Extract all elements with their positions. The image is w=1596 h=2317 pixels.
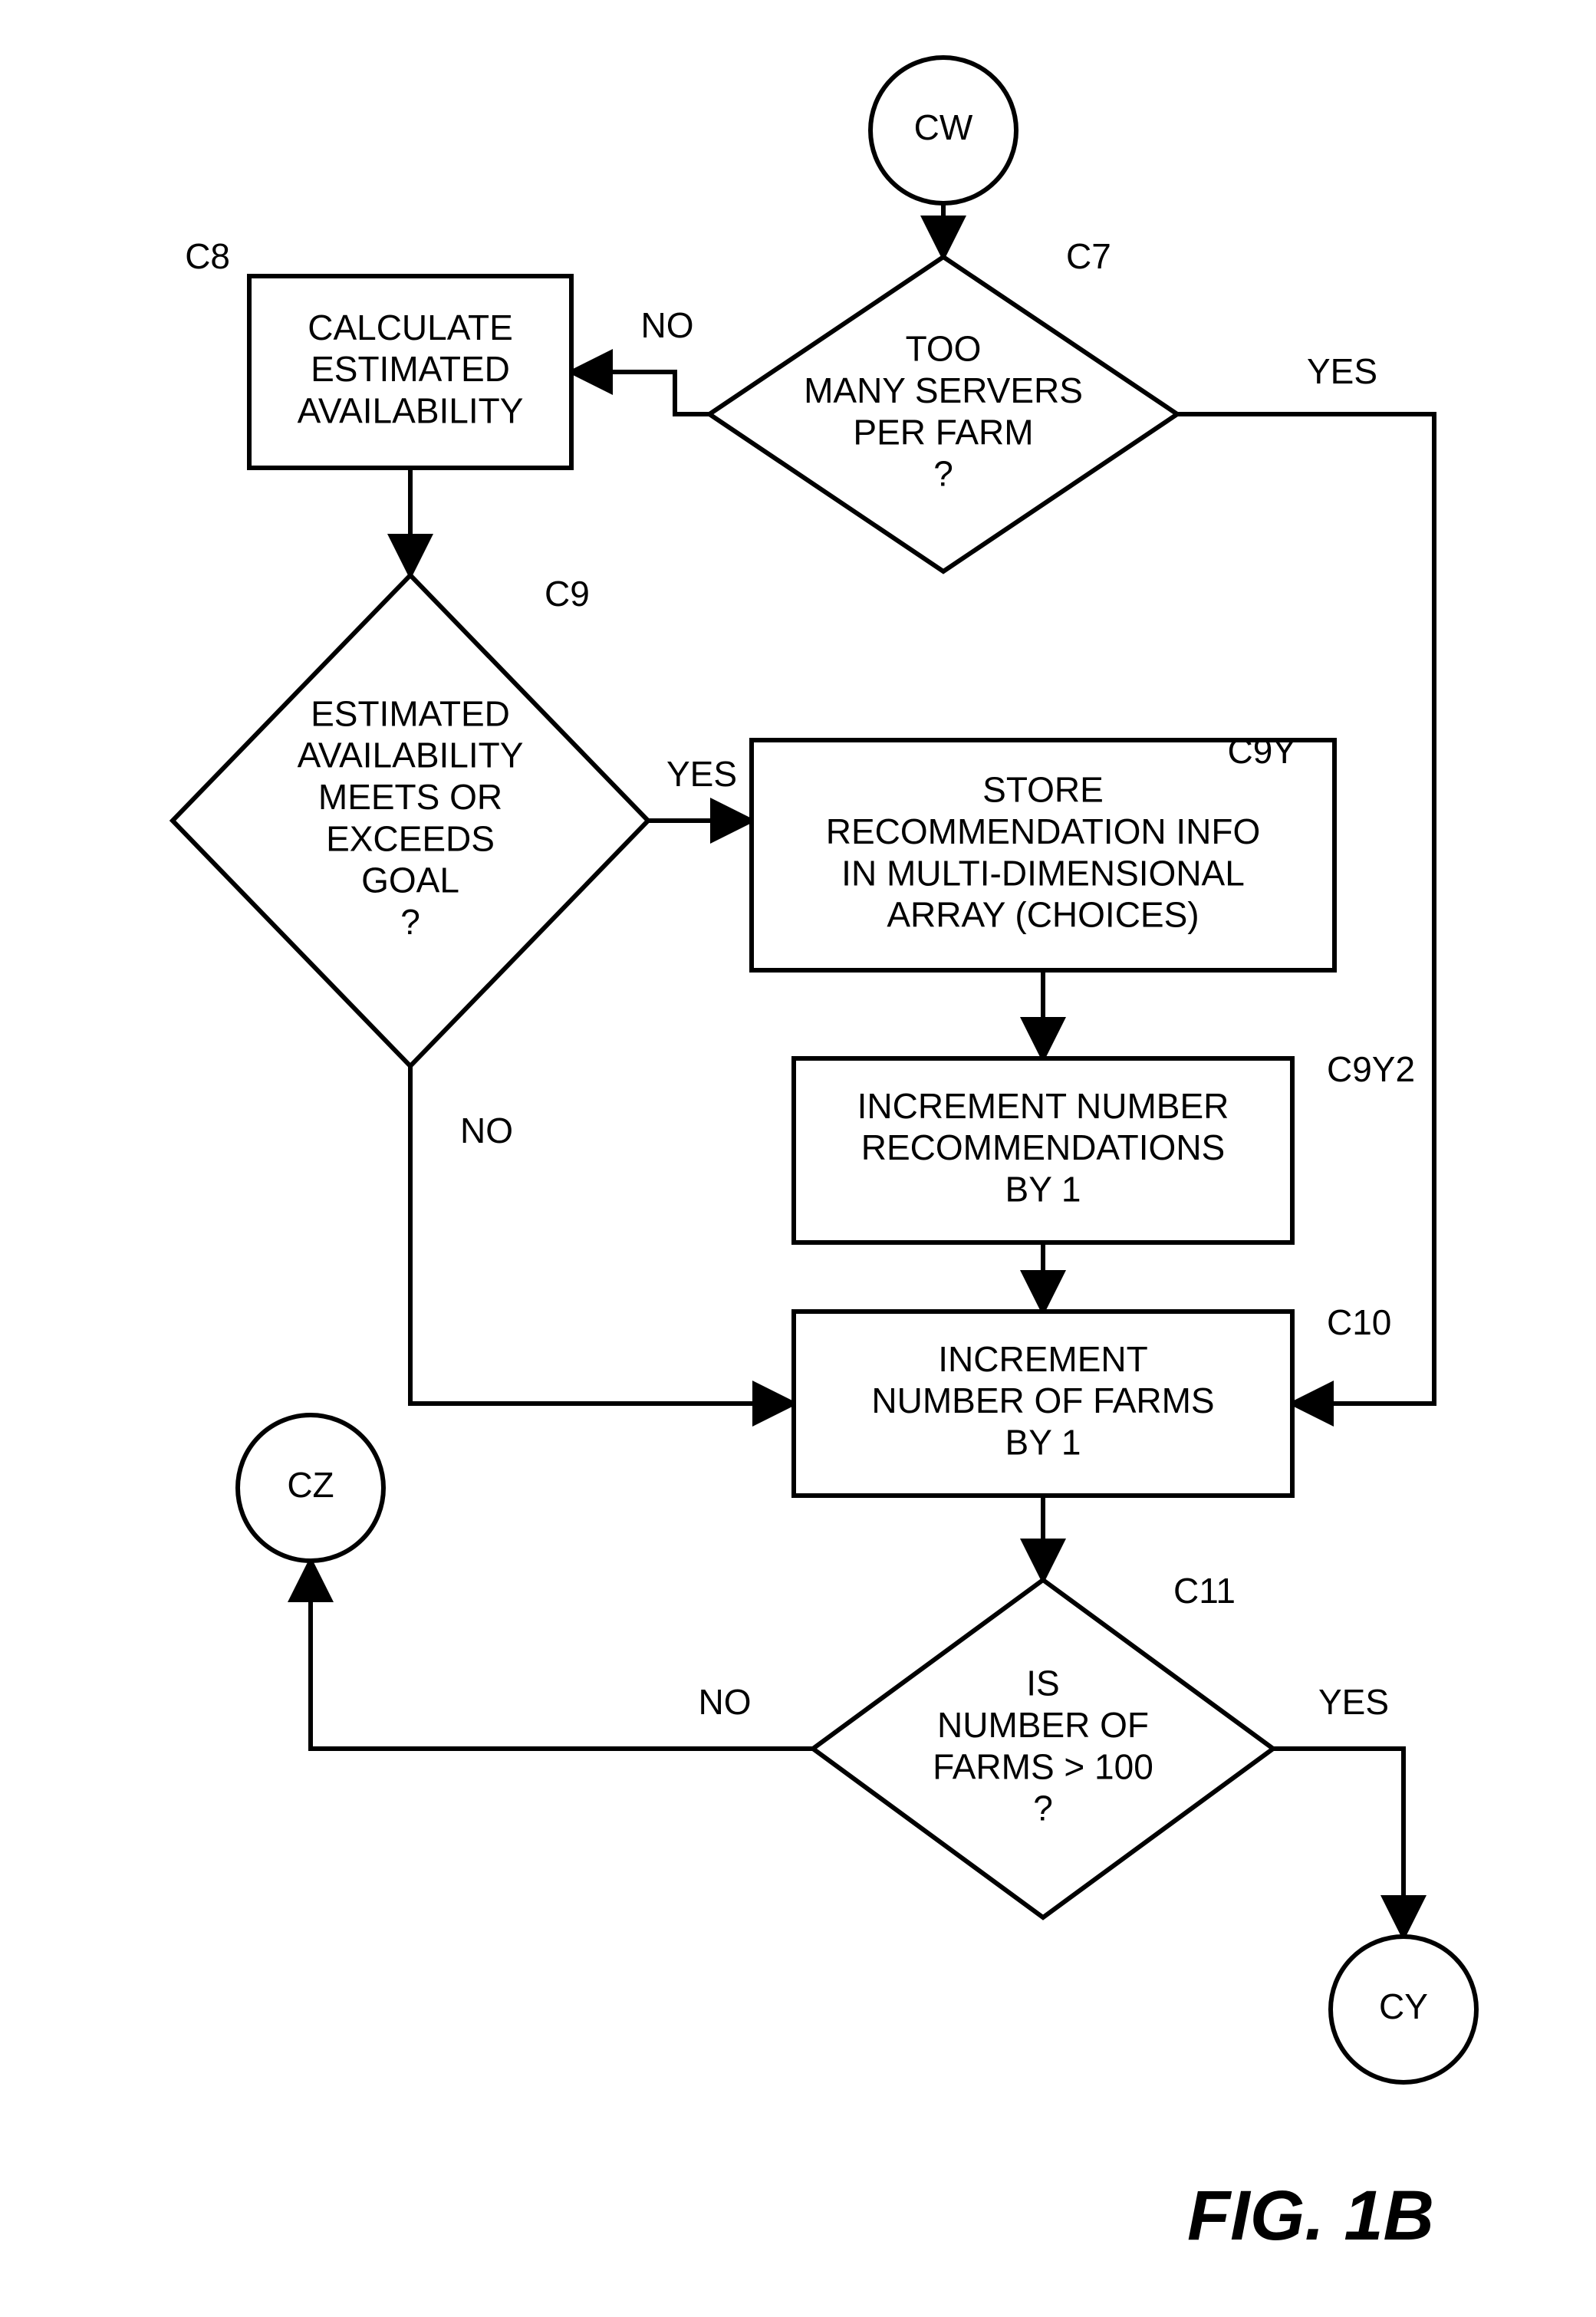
node-text-C8-l2: AVAILABILITY <box>298 390 524 430</box>
node-text-C9Y-l3: ARRAY (CHOICES) <box>887 895 1199 935</box>
edge-label-c11-cz: NO <box>699 1682 752 1722</box>
node-text-C10-l0: INCREMENT <box>938 1339 1147 1379</box>
node-CY: CY <box>1331 1937 1476 2082</box>
edge-label-c9-c10: NO <box>460 1111 513 1150</box>
node-text-CW-l0: CW <box>914 107 973 147</box>
node-text-C9-l3: EXCEEDS <box>326 818 495 858</box>
node-CZ: CZ <box>238 1415 383 1561</box>
node-text-C9Y2-l0: INCREMENT NUMBER <box>857 1086 1229 1126</box>
edge-c7-c8 <box>571 372 709 414</box>
node-C7: TOOMANY SERVERSPER FARM? <box>709 257 1177 571</box>
node-text-C7-l2: PER FARM <box>853 412 1033 452</box>
node-C11: ISNUMBER OFFARMS > 100? <box>813 1580 1273 1917</box>
node-text-C9-l2: MEETS OR <box>318 777 502 817</box>
node-text-C7-l0: TOO <box>906 329 982 369</box>
node-label-C9Y: C9Y <box>1228 731 1296 771</box>
node-text-C9-l4: GOAL <box>361 861 459 900</box>
node-label-C10: C10 <box>1327 1302 1391 1342</box>
node-text-CZ-l0: CZ <box>287 1465 334 1505</box>
node-C9Y: STORERECOMMENDATION INFOIN MULTI-DIMENSI… <box>752 740 1334 970</box>
node-label-C7: C7 <box>1066 236 1111 276</box>
node-text-C11-l3: ? <box>1033 1789 1053 1828</box>
node-text-C8-l1: ESTIMATED <box>311 349 510 389</box>
node-text-C9-l0: ESTIMATED <box>311 693 510 733</box>
node-text-C9Y-l1: RECOMMENDATION INFO <box>826 811 1260 851</box>
node-label-C9Y2: C9Y2 <box>1327 1049 1415 1089</box>
node-text-C8-l0: CALCULATE <box>308 308 513 347</box>
node-label-C9: C9 <box>545 574 590 614</box>
node-text-C11-l2: FARMS > 100 <box>933 1746 1153 1786</box>
edge-label-c7-c8: NO <box>641 305 694 345</box>
node-text-C9-l1: AVAILABILITY <box>298 736 524 775</box>
edge-label-c7-c10: YES <box>1307 351 1377 391</box>
node-text-C9Y2-l1: RECOMMENDATIONS <box>861 1127 1226 1167</box>
figure-label: FIG. 1B <box>1187 2177 1434 2255</box>
node-text-C9-l5: ? <box>400 902 420 942</box>
edge-c11-cy <box>1273 1749 1403 1937</box>
nodes: CWTOOMANY SERVERSPER FARM?CALCULATEESTIM… <box>173 58 1476 2082</box>
node-C10: INCREMENTNUMBER OF FARMSBY 1 <box>794 1312 1292 1496</box>
node-text-C9Y-l2: IN MULTI-DIMENSIONAL <box>841 853 1245 893</box>
node-text-C11-l0: IS <box>1026 1664 1059 1703</box>
node-text-CY-l0: CY <box>1379 1986 1428 2026</box>
node-text-C10-l2: BY 1 <box>1005 1422 1081 1462</box>
node-CW: CW <box>870 58 1016 203</box>
node-label-C8: C8 <box>185 236 230 276</box>
edge-label-c9-c9y: YES <box>666 754 737 794</box>
node-text-C7-l3: ? <box>933 454 953 494</box>
node-C9: ESTIMATEDAVAILABILITYMEETS OREXCEEDSGOAL… <box>173 575 648 1066</box>
node-text-C9Y-l0: STORE <box>982 770 1104 810</box>
node-label-C11: C11 <box>1173 1571 1236 1611</box>
node-C9Y2: INCREMENT NUMBERRECOMMENDATIONSBY 1 <box>794 1058 1292 1242</box>
node-C8: CALCULATEESTIMATEDAVAILABILITY <box>249 276 571 468</box>
node-text-C9Y2-l2: BY 1 <box>1005 1169 1081 1209</box>
node-text-C10-l1: NUMBER OF FARMS <box>871 1381 1214 1420</box>
node-text-C7-l1: MANY SERVERS <box>804 370 1083 410</box>
flowchart: NO YES YES NO NO YES CW TOOMANY SERVERSPER FARM… <box>0 0 1596 2317</box>
edge-label-c11-cy: YES <box>1318 1682 1389 1722</box>
node-text-C11-l1: NUMBER OF <box>937 1705 1149 1745</box>
